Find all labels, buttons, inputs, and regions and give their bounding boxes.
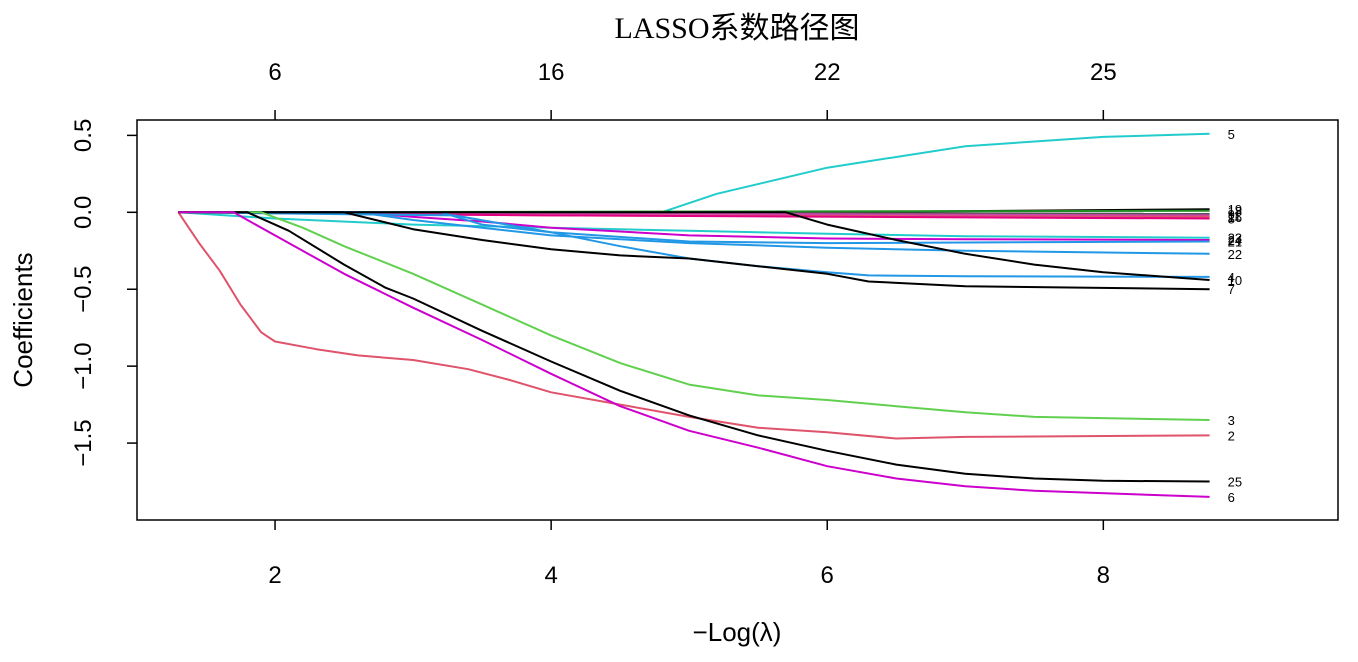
top-tick-label: 25 — [1090, 59, 1117, 86]
x-axis-title: −Log(λ) — [693, 617, 782, 647]
y-tick-label: −1.0 — [70, 342, 97, 389]
series-end-label: 16 — [1228, 210, 1242, 225]
series-line-10 — [178, 211, 1210, 281]
series-end-label: 10 — [1228, 273, 1242, 288]
x-tick-label: 6 — [821, 562, 834, 589]
series-end-label: 8 — [1228, 211, 1235, 226]
top-tick-label: 16 — [538, 59, 565, 86]
series-line-2 — [177, 211, 1210, 440]
series-line-7 — [178, 211, 1210, 291]
x-tick-label: 4 — [544, 562, 557, 589]
y-axis: 0.5 0.0 −0.5 −1.0 −1.5 — [70, 119, 137, 467]
series-line-6 — [178, 211, 1210, 498]
plot-frame — [136, 119, 1339, 521]
y-tick-label: −1.5 — [70, 419, 97, 466]
series-line-23 — [178, 211, 1210, 239]
series-line-5 — [178, 132, 1210, 214]
series-layer — [177, 132, 1210, 498]
series-end-label: 6 — [1228, 490, 1235, 505]
series-end-label: 23 — [1228, 231, 1242, 246]
top-tick-label: 6 — [268, 59, 281, 86]
series-end-label: 19 — [1228, 202, 1242, 217]
chart-title: LASSO系数路径图 — [614, 12, 859, 45]
series-end-label: 18 — [1228, 204, 1242, 219]
y-tick-label: 0.5 — [70, 119, 97, 152]
series-end-label: 7 — [1228, 282, 1235, 297]
series-end-label: 5 — [1228, 127, 1235, 142]
series-end-label: 24 — [1228, 233, 1242, 248]
series-end-label: 22 — [1228, 247, 1242, 262]
series-line-3 — [178, 211, 1210, 421]
x-tick-label: 2 — [268, 562, 281, 589]
y-axis-title: Coefficients — [8, 252, 38, 387]
y-tick-label: −0.5 — [70, 266, 97, 313]
series-end-label: 21 — [1228, 235, 1242, 250]
series-end-label: 4 — [1228, 270, 1235, 285]
top-tick-label: 22 — [814, 59, 841, 86]
series-end-label: 2 — [1228, 428, 1235, 443]
series-end-label: 3 — [1228, 413, 1235, 428]
series-end-label: 25 — [1228, 475, 1242, 490]
x-axis: 2 4 6 8 — [268, 520, 1110, 589]
x-tick-label: 8 — [1097, 562, 1110, 589]
series-line-25 — [178, 211, 1210, 483]
series-end-label: 9 — [1228, 207, 1235, 222]
top-axis: 6 16 22 25 — [268, 59, 1117, 120]
series-end-label: 11 — [1228, 208, 1242, 223]
y-tick-label: 0.0 — [70, 196, 97, 229]
